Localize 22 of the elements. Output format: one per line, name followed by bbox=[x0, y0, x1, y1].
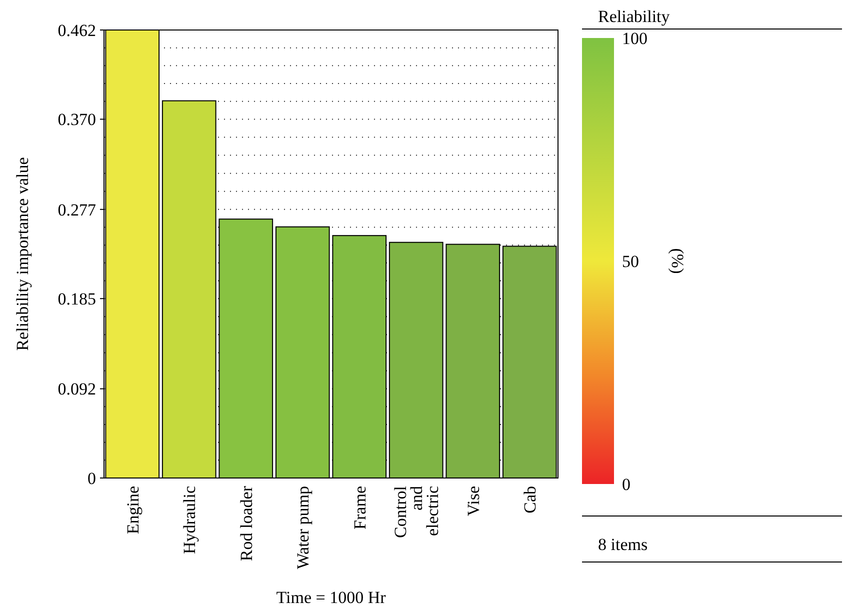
color-bar-label: 0 bbox=[622, 474, 630, 494]
y-tick-label: 0.092 bbox=[58, 380, 96, 399]
y-axis-title: Reliability importance value bbox=[13, 157, 32, 351]
color-bar-title: (%) bbox=[668, 248, 687, 274]
x-axis-title: Time = 1000 Hr bbox=[276, 588, 386, 607]
x-tick-label: Engine bbox=[123, 486, 142, 534]
x-tick-label: Rod loader bbox=[236, 486, 256, 562]
x-tick-label: Frame bbox=[350, 486, 370, 530]
color-bar-label: 100 bbox=[622, 28, 648, 48]
y-tick-label: 0.277 bbox=[58, 200, 96, 220]
x-tick-label: Water pump bbox=[294, 486, 313, 570]
legend-title: Reliability bbox=[598, 7, 670, 26]
y-tick-label: 0.370 bbox=[58, 110, 96, 130]
color-bar-label: 50 bbox=[622, 252, 639, 271]
x-tick-label: Hydraulic bbox=[180, 486, 200, 554]
x-tick-label: Cab bbox=[520, 486, 540, 514]
x-tick-label: Vise bbox=[464, 486, 483, 516]
x-tick-label: Control and electric bbox=[391, 486, 442, 538]
y-tick-label: 0.185 bbox=[58, 290, 96, 309]
y-tick-label: 0 bbox=[88, 468, 96, 488]
text: 8 items bbox=[598, 535, 648, 554]
y-tick-label: 0.462 bbox=[58, 20, 96, 40]
